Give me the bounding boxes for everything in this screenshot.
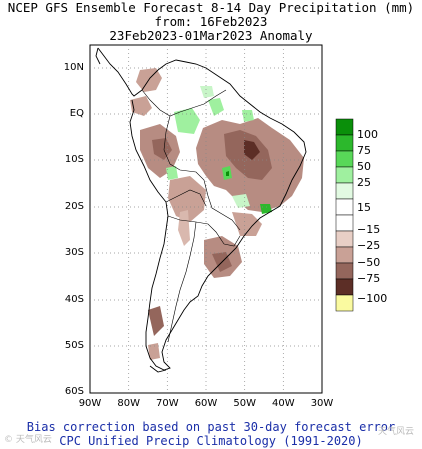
lat-label-40s: 40S [64, 294, 84, 305]
anomaly-shading [130, 68, 304, 360]
country-borders [141, 89, 241, 343]
watermark-right: 天气风云 [378, 427, 415, 437]
legend-label-50: 50 [357, 160, 371, 173]
lon-label-60w: 60W [194, 398, 218, 409]
map-title-line3: 23Feb2023-01Mar2023 Anomaly [109, 28, 313, 43]
coastline [95, 47, 307, 373]
lat-label-20s: 20S [64, 201, 84, 212]
legend-label-15: 15 [357, 201, 371, 214]
legend-label-neg75: −75 [357, 272, 381, 285]
map-title-line1: NCEP GFS Ensemble Forecast 8-14 Day Prec… [7, 0, 415, 15]
lat-label-10n: 10N [63, 62, 84, 73]
map-title-line2: from: 16Feb2023 [154, 14, 268, 29]
lon-label-90w: 90W [78, 398, 102, 409]
footer-climatology-note: CPC Unified Precip Climatology (1991-202… [59, 434, 363, 448]
lat-label-50s: 50S [64, 340, 84, 351]
lat-label-10s: 10S [64, 154, 84, 165]
legend-label-neg50: −50 [357, 256, 381, 269]
lat-label-eq: EQ [69, 108, 84, 119]
lon-label-80w: 80W [117, 398, 140, 409]
legend-label-100: 100 [357, 128, 378, 141]
lon-label-30w: 30W [310, 398, 334, 409]
legend-colorbar [335, 118, 354, 312]
legend-label-75: 75 [357, 144, 371, 157]
legend-label-25: 25 [357, 176, 371, 189]
footer-bias-note: Bias correction based on past 30-day for… [26, 420, 396, 434]
legend-label-neg15: −15 [357, 223, 381, 236]
legend-label-neg100: −100 [357, 292, 388, 305]
lon-label-40w: 40W [271, 398, 295, 409]
lat-label-30s: 30S [64, 247, 84, 258]
lon-label-50w: 50W [233, 398, 256, 409]
lon-label-70w: 70W [155, 398, 179, 409]
watermark-left: © 天气风云 [4, 435, 52, 445]
lat-label-60s: 60S [64, 386, 84, 397]
legend-label-neg25: −25 [357, 239, 381, 252]
